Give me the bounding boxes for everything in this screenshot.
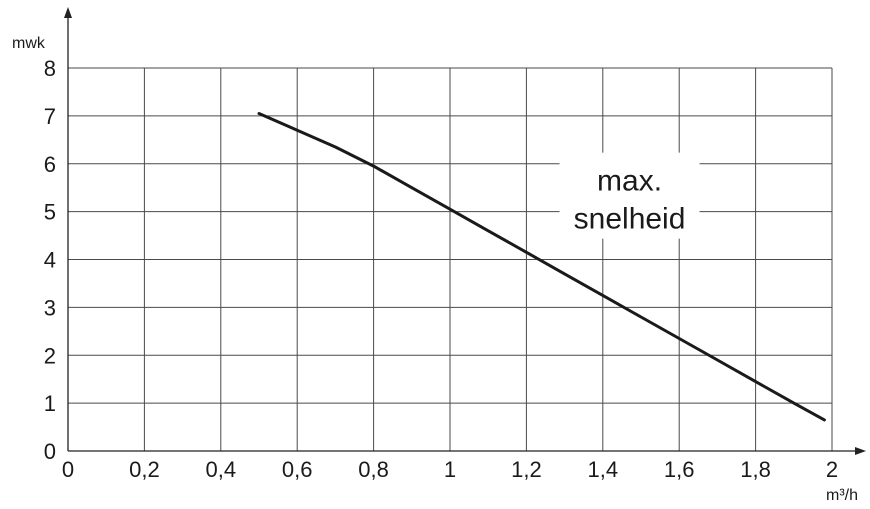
y-tick-label: 2 — [44, 343, 56, 368]
y-tick-label: 8 — [44, 56, 56, 81]
series-line — [257, 112, 826, 422]
x-tick-label: 0,6 — [282, 457, 313, 482]
x-tick-label: 0 — [62, 457, 74, 482]
x-axis-title: m³/h — [826, 487, 858, 504]
y-tick-label: 4 — [44, 248, 56, 273]
x-tick-label: 1,4 — [588, 457, 619, 482]
y-tick-label: 3 — [44, 295, 56, 320]
annotation-label: snelheid — [574, 203, 686, 236]
x-tick-label: 0,2 — [129, 457, 160, 482]
tick-labels: 0 0,2 0,4 0,6 0,8 1 1,2 1,4 1,6 1,8 2 0 1 2 3 4 5 6 7 8 — [44, 56, 838, 482]
grid — [68, 67, 833, 451]
y-tick-label: 0 — [44, 439, 56, 464]
x-tick-label: 0,8 — [358, 457, 389, 482]
x-tick-label: 2 — [826, 457, 838, 482]
axes — [64, 7, 866, 455]
annotation-label: max. — [597, 165, 662, 198]
y-axis-title: mwk — [12, 35, 46, 52]
x-axis-arrow-icon — [855, 447, 866, 455]
y-tick-label: 5 — [44, 200, 56, 225]
y-tick-label: 1 — [44, 391, 56, 416]
x-tick-label: 1 — [444, 457, 456, 482]
series — [257, 112, 826, 422]
annotation-background — [559, 152, 700, 239]
y-tick-label: 7 — [44, 104, 56, 129]
x-tick-label: 1,8 — [740, 457, 771, 482]
y-axis-arrow-icon — [64, 7, 72, 18]
x-tick-label: 1,2 — [511, 457, 542, 482]
x-tick-label: 1,6 — [664, 457, 695, 482]
y-tick-label: 6 — [44, 152, 56, 177]
x-tick-label: 0,4 — [206, 457, 237, 482]
annotations: max. snelheid — [559, 152, 700, 239]
